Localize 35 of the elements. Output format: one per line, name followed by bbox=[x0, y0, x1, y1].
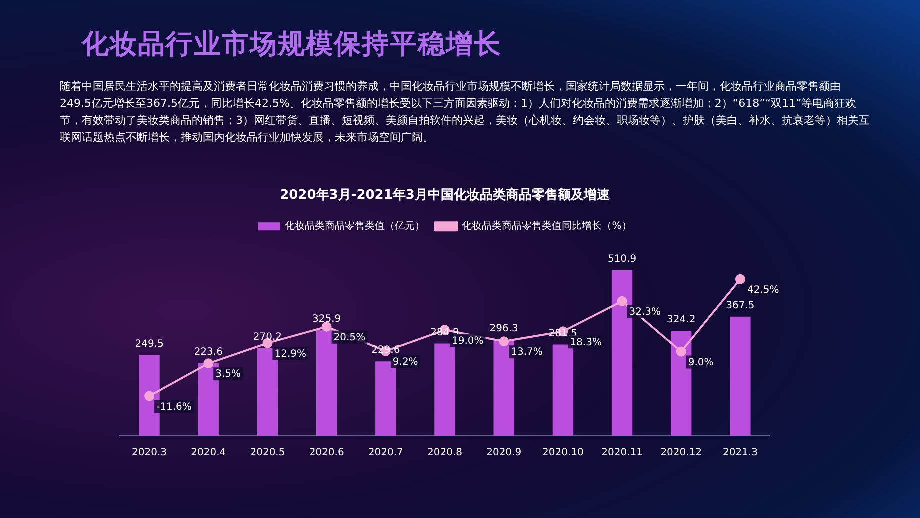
x-tick-label: 2020.3 bbox=[132, 448, 168, 459]
chart-subtitle: 化妆品行业市场规模保持平稳增长 bbox=[82, 28, 502, 62]
data-label: 12.9% bbox=[274, 348, 307, 360]
data-label: 296.3 bbox=[490, 324, 518, 335]
x-tick-label: 2020.4 bbox=[191, 448, 226, 459]
data-label: 325.9 bbox=[312, 314, 342, 325]
x-tick-label: 2020.11 bbox=[602, 448, 643, 459]
data-label: 367.5 bbox=[726, 300, 755, 312]
x-tick-label: 2020.9 bbox=[486, 448, 522, 459]
x-tick-label: 2020.5 bbox=[250, 448, 286, 459]
legend-label: 化妆品类商品零售类值同比增长（%） bbox=[462, 220, 632, 232]
data-label: 324.2 bbox=[667, 314, 696, 326]
x-tick-label: 2020.7 bbox=[368, 448, 404, 459]
data-label: -11.6% bbox=[156, 402, 192, 413]
chart-title: 2020年3月-2021年3月中国化妆品类商品零售额及增速 bbox=[280, 187, 611, 204]
text: 随着中国居民生活水平的提高及消费者日常化妆品消费习惯的养成，中国化妆品行业市场规模不断增长，国家统计局数据显示，一年间，化妆品行业商品零售额由249.5亿元增长至367.5亿元，同比增长42.5%。化妆品零售额的增长受以下三方面因素驱动：1）人们对化妆品的消费需求逐渐增加；2）“618”“双11”等电商狂欢节，有效带动了美妆类商品的销售；3）网红带货、直播、短视频、美颜自拍软件的兴起，美妆（心机妆、约会妆、职场妆等）、护肤（美白、补水、抗衰老等）相关互联网话题热点不断增长，推动国内化妆品行业加快发展，未来市场空间广阔。 bbox=[60, 79, 870, 146]
data-label: 32.3% bbox=[629, 307, 662, 318]
x-tick-label: 2021.3 bbox=[722, 448, 758, 459]
data-label: 19.0% bbox=[452, 336, 484, 347]
x-tick-label: 2020.12 bbox=[660, 448, 702, 459]
data-label: 249.5 bbox=[135, 338, 164, 350]
data-label: 20.5% bbox=[334, 332, 366, 344]
x-tick-label: 2020.6 bbox=[309, 448, 344, 459]
data-label: 9.2% bbox=[392, 356, 418, 368]
data-label: 510.9 bbox=[608, 254, 637, 266]
legend-label: 化妆品类商品零售类值（亿元） bbox=[285, 220, 426, 232]
x-tick-label: 2020.8 bbox=[428, 448, 462, 459]
data-label: 3.5% bbox=[216, 369, 242, 380]
data-label: 18.3% bbox=[570, 337, 602, 348]
data-label: 270.2 bbox=[253, 332, 282, 344]
data-label: 9.0% bbox=[688, 357, 714, 368]
x-tick-label: 2020.10 bbox=[542, 448, 584, 459]
data-label: 223.6 bbox=[194, 347, 223, 358]
data-label: 13.7% bbox=[511, 347, 543, 358]
data-label: 42.5% bbox=[747, 284, 780, 296]
